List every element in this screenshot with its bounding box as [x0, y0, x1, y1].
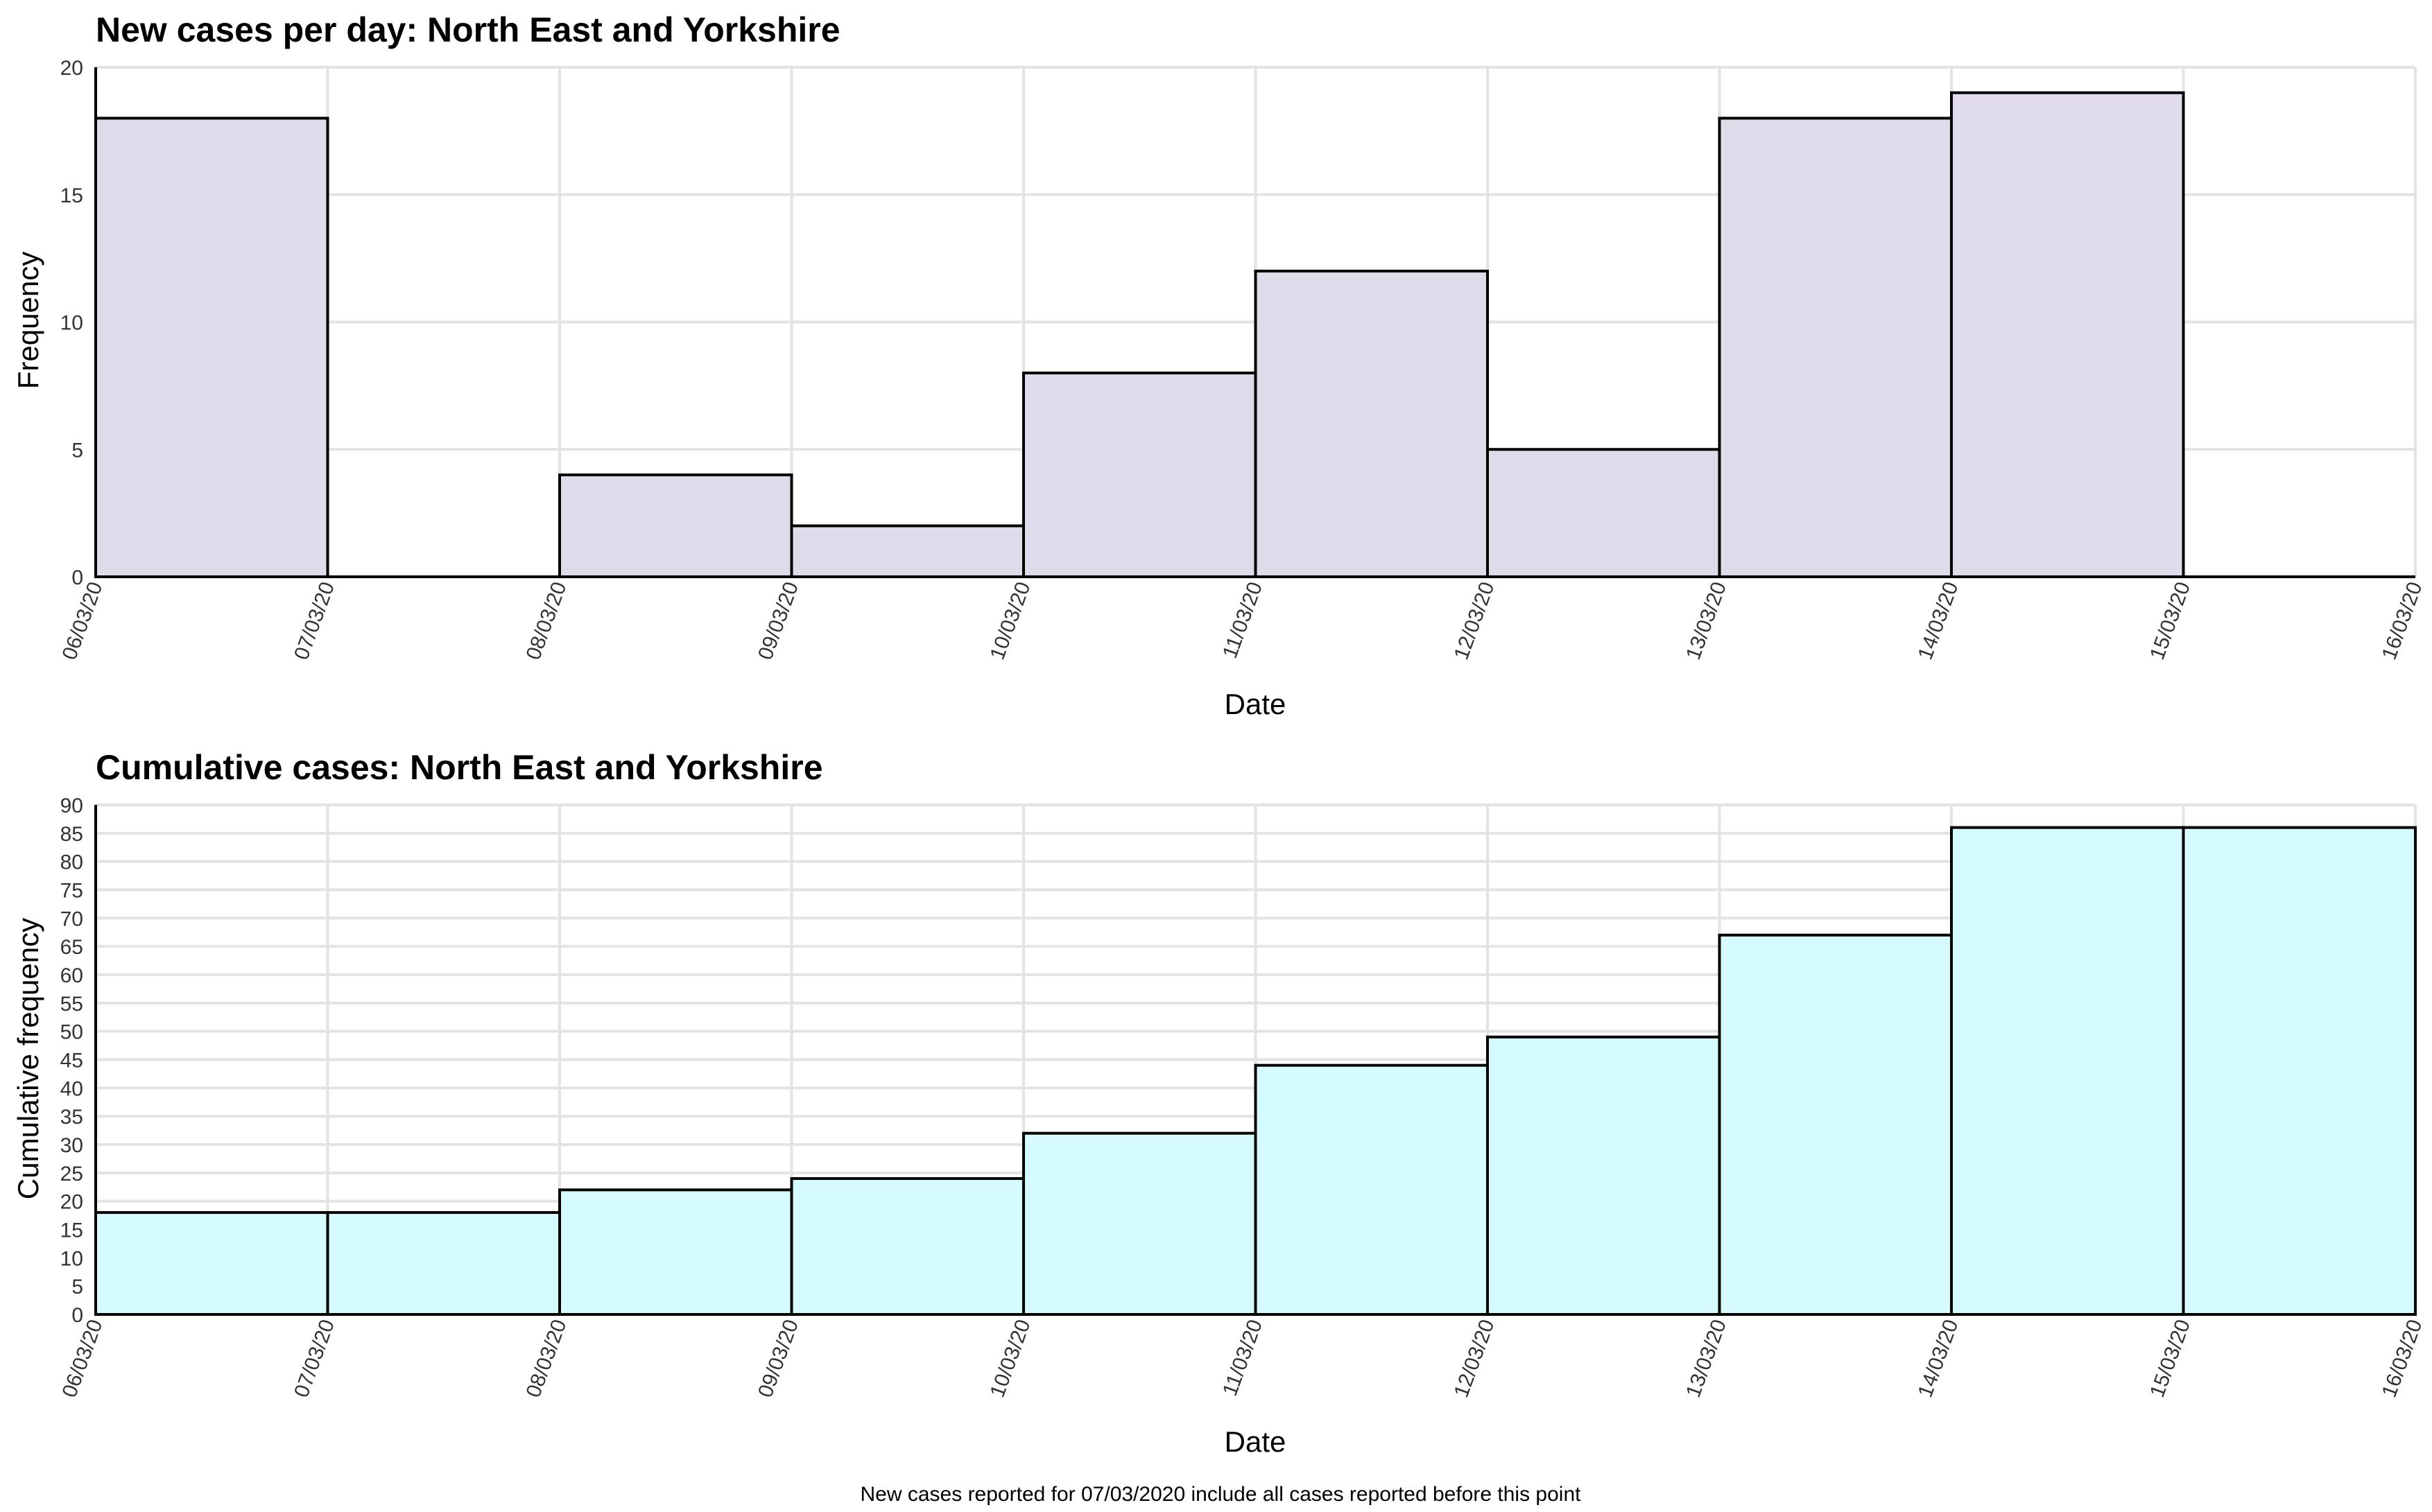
new-cases-x-tick-label: 16/03/20	[2378, 579, 2427, 663]
new-cases-x-tick-label: 14/03/20	[1914, 579, 1963, 663]
new-cases-x-tick-label: 06/03/20	[58, 579, 107, 663]
cumulative-cases-y-tick-label: 65	[60, 936, 83, 959]
cumulative-cases-x-tick-label: 10/03/20	[986, 1317, 1035, 1400]
new-cases-bar	[558, 473, 793, 578]
cumulative-cases-bar	[1254, 1063, 1489, 1316]
cumulative-cases-bar	[790, 1177, 1025, 1316]
new-cases-title: New cases per day: North East and Yorksh…	[96, 10, 840, 49]
cumulative-cases-bar	[94, 1211, 329, 1316]
cumulative-cases-x-tick-label: 06/03/20	[58, 1317, 107, 1400]
cumulative-cases-x-tick-label: 13/03/20	[1682, 1317, 1731, 1400]
cumulative-cases-bar	[2182, 826, 2417, 1316]
cumulative-cases-y-tick-label: 35	[60, 1106, 83, 1129]
cumulative-cases-bars	[94, 826, 2417, 1317]
cumulative-cases-y-tick-label: 40	[60, 1077, 83, 1100]
cumulative-cases-y-tick-label: 75	[60, 880, 83, 903]
cumulative-cases-y-tick-label: 5	[71, 1276, 83, 1298]
cumulative-cases-bar	[1950, 826, 2185, 1316]
new-cases-x-tick-label: 10/03/20	[986, 579, 1035, 663]
cumulative-cases-bar	[326, 1211, 561, 1316]
cumulative-cases-y-tick-label: 50	[60, 1021, 83, 1044]
cumulative-cases-ylabel: Cumulative frequency	[12, 918, 44, 1199]
cumulative-cases-y-tick-label: 70	[60, 907, 83, 930]
cumulative-cases-x-tick-label: 16/03/20	[2378, 1317, 2427, 1400]
new-cases-y-tick-label: 5	[71, 439, 83, 462]
cumulative-cases-xlabel: Date	[1225, 1425, 1286, 1458]
new-cases-x-tick-label: 08/03/20	[522, 579, 571, 663]
footnote: New cases reported for 07/03/2020 includ…	[861, 1483, 1582, 1506]
cumulative-cases-x-tick-label: 14/03/20	[1914, 1317, 1963, 1400]
cumulative-cases-y-tick-label: 0	[71, 1304, 83, 1327]
cumulative-cases-x-tick-label: 11/03/20	[1218, 1317, 1267, 1399]
cumulative-cases-title: Cumulative cases: North East and Yorkshi…	[96, 748, 823, 787]
cumulative-cases-y-tick-label: 15	[60, 1219, 83, 1242]
new-cases-xlabel: Date	[1225, 688, 1286, 720]
new-cases-x-tick-label: 13/03/20	[1682, 579, 1731, 663]
new-cases-ylabel: Frequency	[12, 252, 44, 389]
cumulative-cases-x-tick-label: 15/03/20	[2146, 1317, 2195, 1400]
new-cases-bar	[790, 524, 1025, 578]
cumulative-cases-y-tick-label: 30	[60, 1134, 83, 1157]
new-cases-bars	[94, 91, 2185, 578]
cumulative-cases-bar	[1486, 1035, 1721, 1317]
new-cases-y-tick-label: 20	[60, 57, 83, 80]
cumulative-cases-bar	[1718, 933, 1953, 1317]
new-cases-x-tick-label: 09/03/20	[754, 579, 803, 663]
cumulative-cases-chart: Cumulative cases: North East and Yorkshi…	[12, 748, 2427, 1458]
new-cases-bar	[1486, 448, 1721, 578]
cumulative-cases-y-tick-label: 55	[60, 993, 83, 1016]
cumulative-cases-x-tick-label: 09/03/20	[754, 1317, 803, 1400]
new-cases-bar	[94, 116, 329, 578]
new-cases-x-tick-label: 15/03/20	[2146, 579, 2195, 663]
new-cases-chart: New cases per day: North East and Yorksh…	[12, 10, 2427, 720]
new-cases-bar	[1254, 270, 1489, 578]
cumulative-cases-y-tick-label: 25	[60, 1163, 83, 1185]
cumulative-cases-y-tick-label: 80	[60, 851, 83, 874]
cumulative-cases-y-tick-label: 45	[60, 1050, 83, 1072]
new-cases-x-ticks: 06/03/20 07/03/20 08/03/20 09/03/20 10/03/20…	[58, 579, 2427, 663]
cumulative-cases-x-tick-label: 07/03/20	[290, 1317, 339, 1400]
cumulative-cases-y-ticks: 0 5 10 15 20 25 30 35 40 45 50 55 60 65 70 75 80 85 90	[60, 794, 83, 1327]
cumulative-cases-x-tick-label: 12/03/20	[1450, 1317, 1499, 1400]
cumulative-cases-y-tick-label: 20	[60, 1191, 83, 1214]
cumulative-cases-bar	[1022, 1131, 1257, 1316]
cumulative-cases-x-tick-label: 08/03/20	[522, 1317, 571, 1400]
new-cases-y-tick-label: 0	[71, 566, 83, 589]
new-cases-y-tick-label: 15	[60, 184, 83, 207]
cumulative-cases-y-tick-label: 60	[60, 964, 83, 987]
new-cases-x-tick-label: 11/03/20	[1218, 579, 1267, 661]
new-cases-bar	[1022, 372, 1257, 578]
new-cases-x-tick-label: 07/03/20	[290, 579, 339, 663]
new-cases-bar	[1718, 116, 1953, 578]
new-cases-x-tick-label: 12/03/20	[1450, 579, 1499, 663]
new-cases-y-ticks: 0 5 10 15 20	[60, 57, 83, 589]
new-cases-y-tick-label: 10	[60, 312, 83, 335]
cumulative-cases-axes	[94, 805, 2415, 1316]
new-cases-bar	[1950, 91, 2185, 578]
cumulative-cases-y-tick-label: 10	[60, 1247, 83, 1270]
cumulative-cases-x-ticks: 06/03/20 07/03/20 08/03/20 09/03/20 10/03/20…	[58, 1317, 2427, 1400]
cumulative-cases-y-tick-label: 90	[60, 794, 83, 817]
new-cases-axes	[94, 67, 2415, 578]
cumulative-cases-y-tick-label: 85	[60, 823, 83, 846]
cumulative-cases-bar	[558, 1188, 793, 1317]
